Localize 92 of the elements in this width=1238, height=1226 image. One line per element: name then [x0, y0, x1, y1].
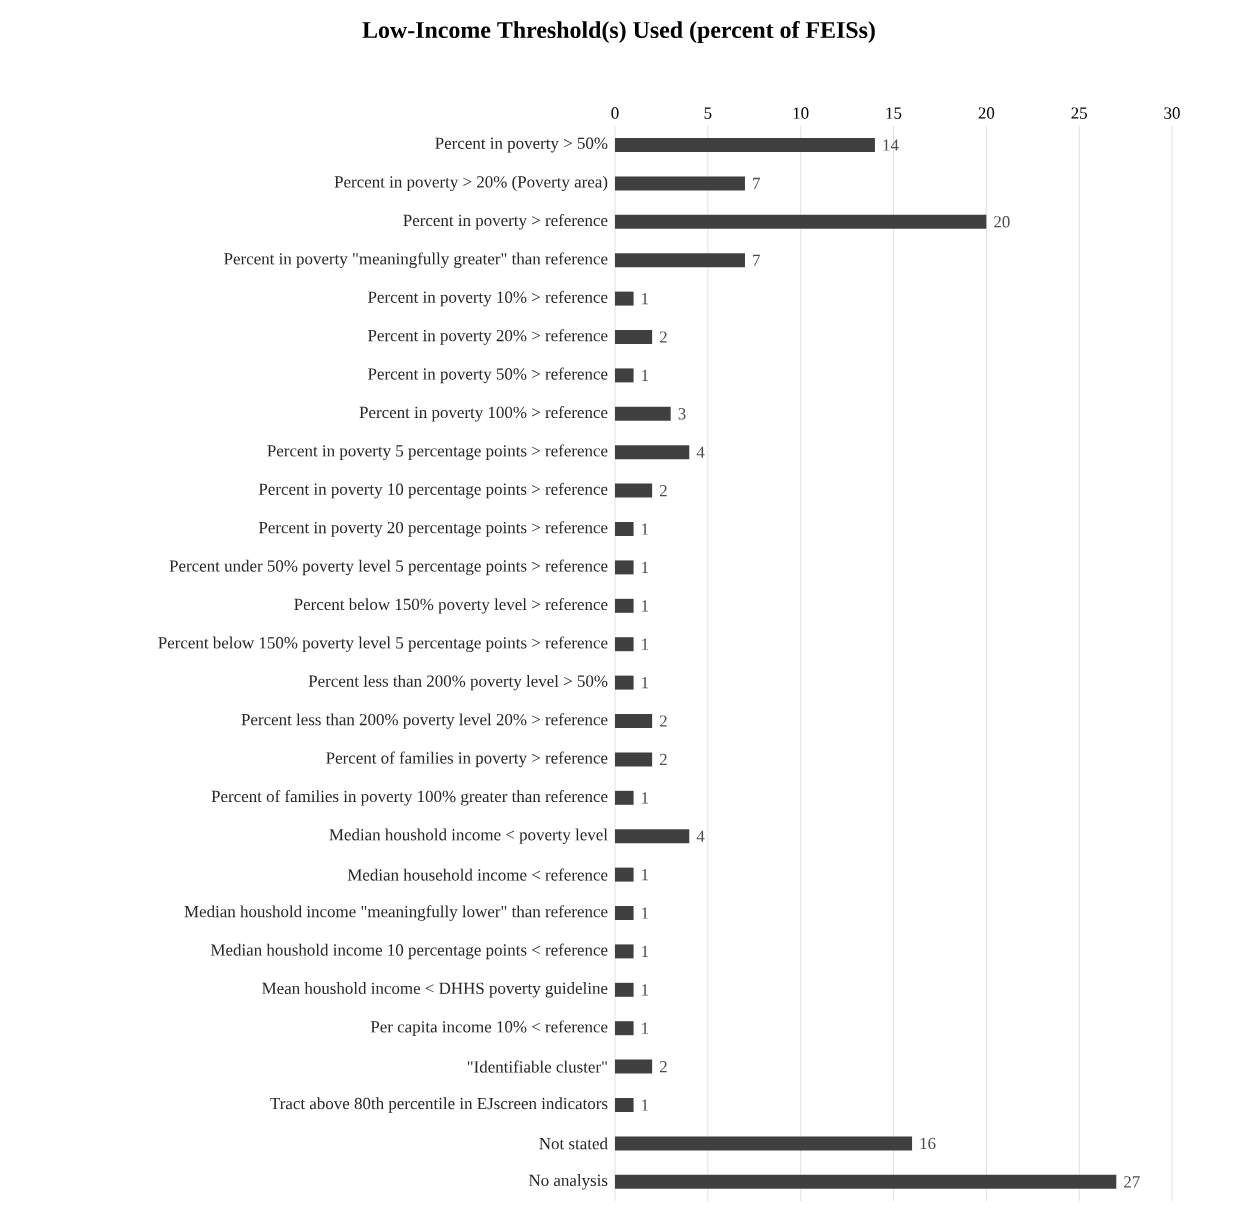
x-tick-label: 15 — [886, 107, 902, 119]
data-label: 1 — [642, 792, 649, 804]
x-tick-label: 0 — [611, 107, 619, 119]
y-tick-label: Percent less than 200% poverty level 20% > reference — [241, 713, 608, 729]
bar — [615, 1059, 653, 1074]
data-label: 7 — [753, 177, 760, 189]
x-tick-label: 30 — [1164, 107, 1180, 119]
data-label: 1 — [642, 523, 649, 535]
y-tick-label: "Identifiable cluster" — [467, 1060, 607, 1073]
bar — [615, 560, 634, 575]
x-tick-label: 10 — [793, 107, 809, 119]
bar — [615, 944, 634, 959]
bar — [615, 752, 653, 767]
data-label: 2 — [659, 1061, 667, 1073]
y-tick-label: Median houshold income < poverty level — [329, 828, 608, 844]
data-label: 2 — [659, 331, 667, 343]
data-label: 1 — [642, 638, 649, 650]
y-tick-label: No analysis — [528, 1174, 608, 1190]
y-tick-label: Percent in poverty 20% > reference — [368, 329, 608, 345]
data-label: 16 — [920, 1137, 936, 1150]
x-tick-label: 25 — [1071, 107, 1087, 119]
bar — [615, 176, 745, 191]
bar — [615, 138, 875, 153]
bar — [615, 483, 653, 498]
y-tick-label: Mean houshold income < DHHS poverty guideline — [262, 982, 608, 998]
data-label: 4 — [696, 446, 705, 458]
bar — [615, 982, 634, 997]
bar — [615, 406, 671, 421]
data-label: 1 — [642, 984, 649, 996]
bar — [615, 714, 653, 729]
bar — [615, 906, 634, 921]
data-label: 1 — [642, 600, 649, 612]
bar — [615, 368, 634, 383]
bar — [615, 253, 745, 268]
data-label: 14 — [883, 139, 899, 151]
y-tick-label: Tract above 80th percentile in EJscreen indicators — [270, 1097, 608, 1113]
data-label: 1 — [642, 293, 649, 305]
chart-title: Low-Income Threshold(s) Used (percent of FEISs) — [362, 21, 875, 43]
data-label: 2 — [659, 753, 667, 766]
y-tick-label: Median houshold income "meaningfully lower" than reference — [184, 905, 608, 921]
bar — [615, 1098, 634, 1113]
bar — [615, 637, 634, 652]
y-tick-label: Percent of families in poverty > reference — [326, 751, 608, 768]
data-label: 1 — [642, 907, 649, 919]
bar — [615, 214, 987, 229]
data-label: 1 — [642, 1022, 649, 1034]
y-tick-label: Percent in poverty 10% > reference — [368, 290, 608, 307]
y-tick-label: Percent in poverty > 50% — [435, 137, 608, 153]
bar — [615, 675, 634, 690]
data-label: 1 — [642, 369, 649, 381]
bar — [615, 598, 634, 613]
x-tick-label: 5 — [704, 107, 712, 119]
data-label: 27 — [1124, 1176, 1140, 1188]
y-tick-label: Percent in poverty "meaningfully greater" than reference — [224, 252, 608, 268]
y-tick-label: Percent in poverty > reference — [403, 214, 608, 230]
bar — [615, 330, 653, 345]
y-tick-label: Per capita income 10% < reference — [370, 1020, 608, 1036]
bar — [615, 829, 690, 844]
y-tick-label: Percent in poverty > 20% (Poverty area) — [334, 175, 608, 192]
y-tick-label: Median houshold income 10 percentage points < reference — [210, 943, 608, 960]
y-tick-label: Percent in poverty 50% > reference — [368, 367, 608, 384]
data-label: 1 — [642, 677, 649, 689]
bar — [615, 1021, 634, 1036]
data-label: 1 — [642, 1099, 649, 1111]
data-label: 1 — [642, 869, 649, 881]
y-tick-label: Percent of families in poverty 100% greater than reference — [211, 790, 608, 806]
y-tick-label: Percent in poverty 10 percentage points > reference — [258, 482, 608, 499]
data-label: 2 — [659, 715, 667, 727]
data-label: 1 — [642, 561, 649, 573]
bar — [615, 790, 634, 805]
y-tick-label: Percent less than 200% poverty level > 50% — [308, 674, 608, 691]
data-label: 1 — [642, 945, 649, 957]
bar — [615, 522, 634, 537]
y-tick-label: Percent in poverty 5 percentage points > reference — [267, 444, 608, 460]
bar — [615, 1136, 913, 1151]
data-label: 2 — [659, 485, 667, 497]
y-tick-label: Not stated — [539, 1137, 608, 1150]
data-label: 3 — [678, 408, 686, 420]
bar — [615, 291, 634, 306]
bar — [615, 867, 634, 882]
y-tick-label: Percent in poverty 100% > reference — [359, 406, 608, 422]
x-tick-label: 20 — [978, 107, 995, 119]
y-tick-label: Percent below 150% poverty level 5 percentage points > reference — [158, 636, 608, 652]
y-tick-label: Percent below 150% poverty level > reference — [294, 598, 608, 614]
bar — [615, 445, 690, 460]
y-tick-label: Percent under 50% poverty level 5 percentage points > reference — [169, 559, 608, 576]
data-label: 20 — [994, 216, 1010, 228]
data-label: 7 — [753, 254, 760, 266]
y-tick-label: Median household income < reference — [347, 868, 608, 881]
bar — [615, 1174, 1117, 1189]
y-tick-label: Percent in poverty 20 percentage points > reference — [258, 521, 608, 537]
data-label: 4 — [696, 830, 705, 842]
